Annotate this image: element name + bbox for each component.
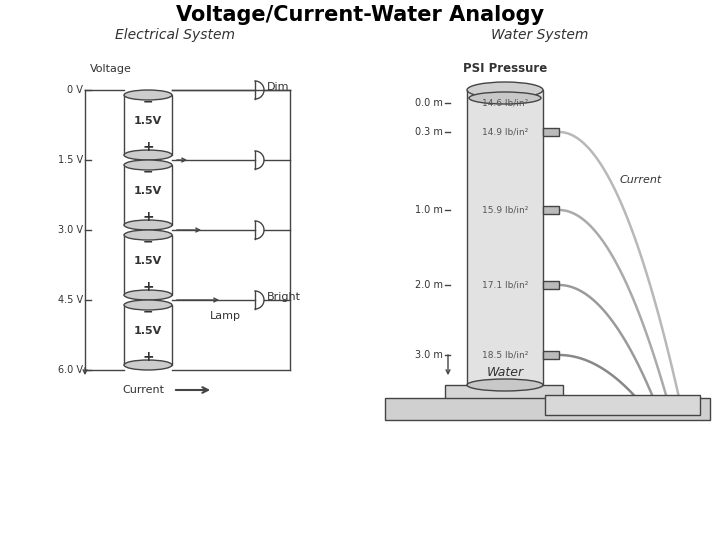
Ellipse shape: [124, 300, 172, 310]
Text: 15.9 lb/in²: 15.9 lb/in²: [482, 206, 528, 214]
Text: 14.9 lb/in²: 14.9 lb/in²: [482, 127, 528, 137]
Text: −: −: [143, 235, 153, 248]
Ellipse shape: [124, 360, 172, 370]
Text: 1.5V: 1.5V: [134, 116, 162, 126]
Text: 6.0 V: 6.0 V: [58, 365, 83, 375]
Text: Electrical System: Electrical System: [115, 28, 235, 42]
Text: 2.0 m: 2.0 m: [415, 280, 443, 290]
Ellipse shape: [467, 379, 543, 391]
Text: Voltage/Current-Water Analogy: Voltage/Current-Water Analogy: [176, 5, 544, 25]
Text: 1.5 V: 1.5 V: [58, 155, 83, 165]
Bar: [445, 385, 563, 400]
Text: Water: Water: [487, 366, 523, 379]
Bar: [543, 351, 559, 359]
Bar: [124, 165, 172, 225]
Ellipse shape: [124, 220, 172, 230]
Bar: [545, 395, 700, 415]
Text: +: +: [142, 140, 154, 154]
Ellipse shape: [469, 92, 541, 104]
Text: +: +: [142, 280, 154, 294]
Bar: [385, 398, 710, 420]
Text: −: −: [143, 96, 153, 109]
Text: 3.0 m: 3.0 m: [415, 350, 443, 360]
Text: Dim: Dim: [267, 82, 289, 92]
Text: 0.3 m: 0.3 m: [415, 127, 443, 137]
Text: +: +: [142, 350, 154, 364]
Text: 0 V: 0 V: [67, 85, 83, 95]
Text: Water System: Water System: [491, 28, 589, 42]
Bar: [543, 281, 559, 289]
Text: 14.6 lb/in²: 14.6 lb/in²: [482, 98, 528, 107]
Bar: [124, 305, 172, 365]
Bar: [543, 206, 559, 214]
Text: 4.5 V: 4.5 V: [58, 295, 83, 305]
Text: PSI Pressure: PSI Pressure: [463, 62, 547, 75]
Text: 1.5V: 1.5V: [134, 256, 162, 266]
Text: Bright: Bright: [267, 292, 301, 302]
Bar: [543, 128, 559, 136]
Ellipse shape: [124, 150, 172, 160]
Text: −: −: [143, 165, 153, 179]
Text: Voltage: Voltage: [90, 64, 132, 74]
Text: 1.0 m: 1.0 m: [415, 205, 443, 215]
Bar: [124, 95, 172, 155]
Text: 18.5 lb/in²: 18.5 lb/in²: [482, 350, 528, 360]
Text: 3.0 V: 3.0 V: [58, 225, 83, 235]
Text: −: −: [143, 306, 153, 319]
Bar: [124, 235, 172, 295]
Text: 17.1 lb/in²: 17.1 lb/in²: [482, 280, 528, 289]
Text: Current: Current: [620, 175, 662, 185]
Ellipse shape: [124, 160, 172, 170]
Text: 1.5V: 1.5V: [134, 326, 162, 336]
Text: Current: Current: [122, 385, 164, 395]
Text: +: +: [142, 210, 154, 224]
Bar: [467, 90, 543, 385]
Text: 0.0 m: 0.0 m: [415, 98, 443, 108]
Text: 1.5V: 1.5V: [134, 186, 162, 196]
Ellipse shape: [124, 290, 172, 300]
Ellipse shape: [124, 90, 172, 100]
Ellipse shape: [467, 82, 543, 98]
Text: Lamp: Lamp: [210, 311, 241, 321]
Ellipse shape: [124, 230, 172, 240]
